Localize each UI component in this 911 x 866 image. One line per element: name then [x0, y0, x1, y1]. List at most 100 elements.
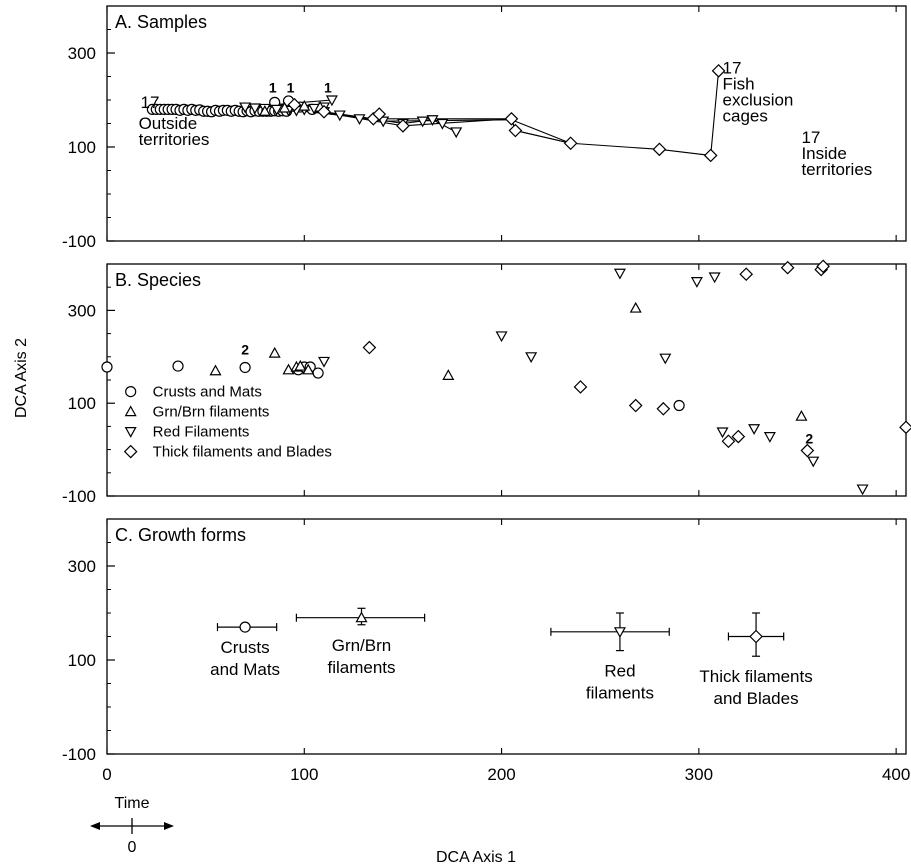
annotation-label: territories	[139, 130, 210, 149]
data-point-triangle-down	[248, 103, 261, 115]
data-point-triangle-down	[426, 115, 439, 126]
data-point-diamond	[652, 142, 667, 157]
data-point-diamond	[711, 64, 726, 78]
x-tick-label: 0	[102, 765, 111, 784]
group-label: Red	[604, 662, 635, 681]
sample-trajectory	[280, 107, 571, 144]
time-indicator: Time 0	[90, 795, 174, 856]
data-point-diamond	[504, 111, 519, 126]
data-point-circle	[172, 360, 184, 372]
data-point-triangle-up	[209, 364, 222, 376]
x-tick-label: 400	[882, 765, 910, 784]
data-point-triangle-down	[325, 95, 338, 107]
data-point-circle	[312, 367, 324, 379]
x-tick-label: 200	[487, 765, 515, 784]
data-point-triangle-up	[268, 346, 281, 358]
group-label: and Blades	[714, 689, 799, 708]
data-point-triangle-up	[302, 363, 315, 375]
legend-marker-circle	[125, 386, 137, 398]
data-point-diamond	[721, 434, 736, 449]
data-point-circle	[101, 361, 113, 373]
time-arrowhead-left	[90, 822, 100, 830]
data-point-triangle-up	[629, 301, 642, 313]
group-label: filaments	[327, 658, 395, 677]
group-label: Crusts	[221, 638, 270, 657]
data-point-triangle-up	[442, 369, 455, 380]
time-arrowhead-right	[164, 822, 174, 830]
legend-label: Crusts and Mats	[153, 384, 262, 401]
group-label: Thick filaments	[699, 667, 812, 686]
data-point-triangle-up	[258, 105, 271, 116]
data-point-diamond	[317, 104, 331, 119]
annotation-label: 2	[805, 431, 813, 447]
data-point-diamond	[899, 420, 911, 435]
data-point-triangle-down	[748, 424, 761, 435]
data-point-diamond	[731, 429, 746, 444]
x-tick-label: 300	[685, 765, 713, 784]
legend-label: Thick filaments and Blades	[153, 444, 332, 461]
data-point-triangle-down	[613, 268, 626, 280]
annotation-label: 17	[801, 128, 820, 147]
data-point-triangle-down	[659, 353, 672, 365]
data-point-diamond	[703, 148, 718, 163]
data-point-triangle-down	[239, 102, 252, 114]
data-point-diamond	[628, 398, 643, 413]
panel-title: C. Growth forms	[115, 525, 246, 545]
data-point-diamond	[372, 107, 387, 121]
data-point-triangle-down	[450, 127, 463, 139]
y-tick-label: 100	[68, 138, 96, 157]
data-point-triangle-down	[716, 427, 729, 439]
data-point-triangle-down	[807, 456, 820, 468]
data-point-circle	[239, 361, 251, 374]
annotation-label: Inside	[801, 144, 846, 163]
legend-label: Red Filaments	[153, 424, 250, 441]
time-zero-label: 0	[128, 839, 137, 856]
y-tick-label: 300	[68, 301, 96, 320]
y-axis-title: DCA Axis 2	[13, 338, 30, 418]
annotation-label: cages	[723, 107, 768, 126]
data-point-diamond	[508, 123, 523, 138]
data-point-diamond	[573, 380, 588, 394]
y-tick-label: 100	[68, 651, 96, 670]
legend-label: Grn/Brn filaments	[153, 404, 270, 421]
annotation-label: 1	[269, 79, 277, 95]
data-point-triangle-down	[317, 356, 331, 368]
annotation-label: Outside	[139, 114, 198, 133]
data-point-triangle-up	[278, 101, 291, 113]
group-mean-triangle-down	[613, 627, 626, 639]
data-point-triangle-down	[270, 104, 283, 116]
data-point-triangle-down	[525, 352, 538, 364]
panel-b-species: B. Species -100 100 300 2 2 Crusts and Mats Grn…	[62, 259, 911, 506]
group-mean-triangle-up	[355, 611, 368, 623]
panel-c-growth-forms: C. Growth forms -100 100 300 Crusts and Mats G…	[62, 518, 907, 764]
panel-frame	[106, 263, 907, 497]
data-point-triangle-down	[763, 432, 776, 443]
group-label: and Mats	[210, 660, 280, 679]
x-tick-label: 100	[290, 765, 318, 784]
data-point-triangle-down	[333, 110, 346, 122]
y-tick-label: 100	[68, 394, 96, 413]
annotation-label: territories	[801, 160, 872, 179]
annotation-label: 1	[324, 79, 332, 95]
data-point-diamond	[739, 267, 754, 282]
annotation-label: 17	[723, 59, 742, 78]
legend-marker-triangle-down	[124, 427, 137, 438]
data-point-diamond	[800, 443, 815, 458]
group-label: Grn/Brn	[332, 636, 392, 655]
data-point-triangle-down	[856, 484, 869, 496]
y-tick-label: -100	[62, 745, 96, 764]
data-point-diamond	[563, 136, 578, 151]
data-point-triangle-down	[353, 114, 366, 126]
panel-title: B. Species	[115, 270, 201, 290]
panel-a-samples: A. Samples-10010030017Outsideterritories…	[62, 5, 907, 251]
time-label: Time	[115, 795, 150, 812]
data-point-triangle-up	[298, 99, 311, 111]
data-point-triangle-up	[294, 359, 307, 371]
group-mean-circle	[239, 621, 251, 633]
data-point-circle	[673, 399, 685, 412]
panel-title: A. Samples	[115, 12, 207, 32]
data-point-diamond	[362, 340, 377, 355]
data-point-triangle-down	[708, 272, 721, 284]
data-point-diamond	[287, 97, 302, 112]
